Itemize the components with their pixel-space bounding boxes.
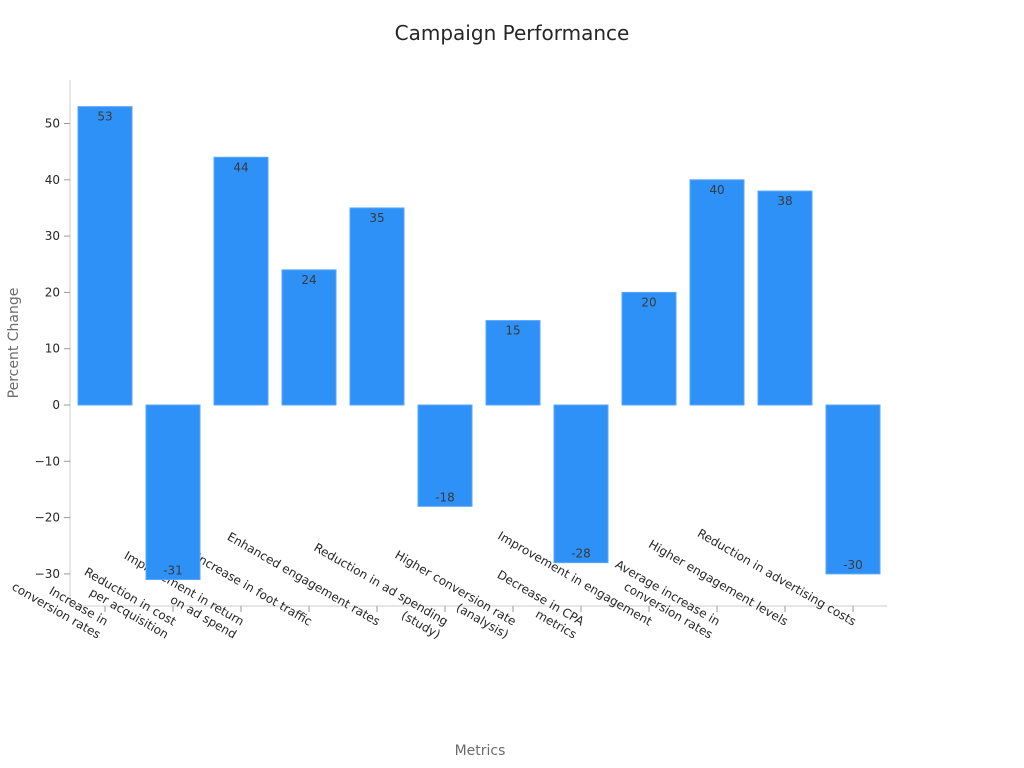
bar	[621, 291, 677, 406]
data-label: 24	[301, 273, 316, 287]
data-label: 15	[505, 324, 520, 338]
y-tick-label: 50	[45, 117, 60, 131]
data-label: -31	[163, 564, 183, 578]
bar	[145, 404, 201, 581]
y-tick-label: 20	[45, 285, 60, 299]
data-label: 40	[709, 183, 724, 197]
data-label: -30	[843, 558, 863, 572]
chart-title: Campaign Performance	[395, 21, 630, 45]
data-label: 53	[97, 110, 112, 124]
y-tick-label: 0	[52, 398, 60, 412]
data-label: 38	[777, 194, 792, 208]
bar	[77, 106, 133, 406]
bar	[553, 404, 609, 564]
y-ticks: 50 40 30 20 10 0 −10 −20 −30	[35, 117, 70, 581]
y-tick-label: −10	[35, 454, 60, 468]
y-tick-label: 30	[45, 229, 60, 243]
y-tick-label: 40	[45, 173, 60, 187]
data-label: 20	[641, 295, 656, 309]
y-tick-label: −30	[35, 567, 60, 581]
bars	[77, 106, 881, 581]
data-label: -18	[435, 490, 455, 504]
data-label: -28	[571, 547, 591, 561]
bar	[825, 404, 881, 575]
bar	[349, 207, 405, 406]
bar	[213, 156, 269, 406]
bar	[689, 179, 745, 406]
y-tick-label: −20	[35, 511, 60, 525]
y-tick-label: 10	[45, 342, 60, 356]
y-axis-title: Percent Change	[6, 288, 22, 399]
bar	[757, 190, 813, 406]
data-label: 35	[369, 211, 384, 225]
y-axis: 50 40 30 20 10 0 −10 −20 −30 Percent Change	[6, 80, 71, 606]
x-axis-title: Metrics	[455, 743, 506, 759]
data-labels: 53 -31 44 24 35 -18 15 -28 20 40 38 -30	[97, 110, 862, 578]
data-label: 44	[233, 160, 248, 174]
bar	[417, 404, 473, 507]
bar	[281, 269, 337, 406]
bar	[485, 320, 541, 406]
